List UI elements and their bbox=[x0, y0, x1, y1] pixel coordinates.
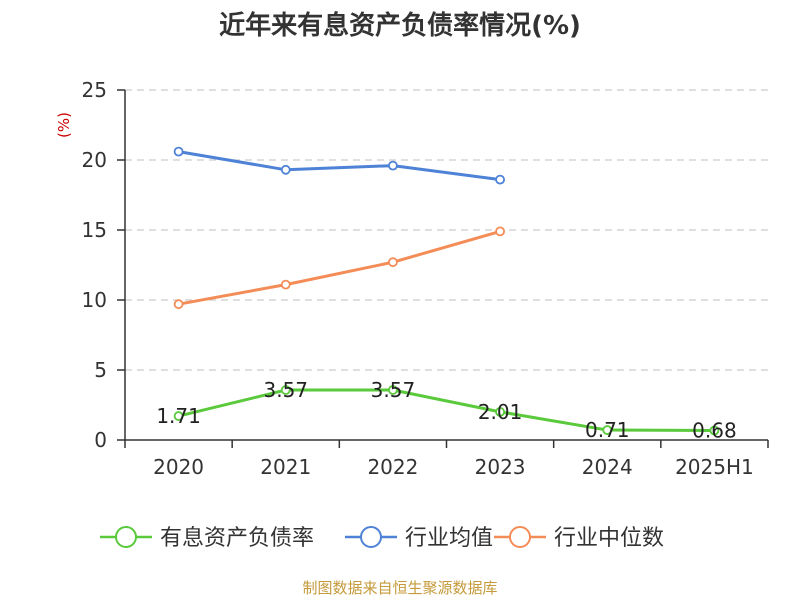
legend: 有息资产负债率 行业均值 行业中位数 bbox=[100, 526, 664, 551]
data-point bbox=[280, 164, 291, 175]
data-labels: 1.71 3.57 3.57 2.01 0.71 0.68 bbox=[156, 378, 736, 442]
source-note: 制图数据来自恒生聚源数据库 bbox=[302, 579, 497, 597]
grid-lines bbox=[125, 89, 768, 371]
x-tick-label: 2023 bbox=[475, 455, 526, 479]
legend-marker bbox=[115, 526, 137, 548]
legend-item: 有息资产负债率 bbox=[100, 526, 314, 551]
axes: 0 5 10 15 20 25 2020 2021 2022 2023 2024 2025H1 bbox=[82, 78, 769, 479]
x-tick-label: 2022 bbox=[367, 455, 418, 479]
series-lines bbox=[173, 146, 720, 436]
data-label: 2.01 bbox=[478, 400, 523, 424]
data-point bbox=[173, 411, 184, 421]
data-point bbox=[388, 257, 398, 268]
legend-marker bbox=[509, 526, 531, 548]
series-1 bbox=[173, 146, 505, 185]
data-point bbox=[388, 385, 398, 395]
y-tick-label: 20 bbox=[82, 148, 107, 172]
series-line bbox=[178, 150, 501, 182]
data-point bbox=[709, 425, 720, 436]
data-label: 3.57 bbox=[371, 378, 416, 402]
data-point bbox=[495, 226, 505, 237]
y-tick-label: 5 bbox=[94, 358, 107, 382]
series-0 bbox=[173, 385, 720, 436]
data-point bbox=[280, 279, 291, 290]
x-tick-label: 2024 bbox=[582, 455, 633, 479]
data-point bbox=[495, 406, 505, 417]
data-point bbox=[173, 299, 184, 310]
data-point bbox=[602, 425, 613, 435]
x-tick-label: 2020 bbox=[153, 455, 204, 479]
data-label: 3.57 bbox=[263, 378, 308, 402]
y-tick-label: 0 bbox=[94, 428, 107, 452]
data-point bbox=[388, 160, 398, 171]
y-axis-unit-label: (%) bbox=[55, 112, 73, 138]
data-point bbox=[495, 174, 505, 185]
y-tick-label: 15 bbox=[82, 218, 107, 242]
series-line bbox=[178, 388, 715, 432]
x-tick-label: 2021 bbox=[260, 455, 311, 479]
y-tick-label: 25 bbox=[82, 78, 107, 102]
data-label: 1.71 bbox=[156, 404, 201, 428]
legend-item: 行业中位数 bbox=[494, 526, 664, 551]
data-point bbox=[280, 385, 291, 395]
data-label: 0.71 bbox=[585, 418, 630, 442]
legend-item: 行业均值 bbox=[345, 526, 493, 551]
legend-label: 行业均值 bbox=[405, 526, 493, 551]
legend-marker bbox=[360, 526, 382, 548]
y-tick-label: 10 bbox=[82, 288, 107, 312]
series-2 bbox=[173, 226, 505, 310]
x-tick-label: 2025H1 bbox=[675, 455, 754, 479]
data-label: 0.68 bbox=[692, 418, 737, 442]
data-point bbox=[173, 146, 184, 157]
legend-label: 行业中位数 bbox=[554, 526, 664, 551]
legend-label: 有息资产负债率 bbox=[160, 526, 314, 551]
series-line bbox=[178, 229, 501, 306]
chart-title: 近年来有息资产负债率情况(%) bbox=[219, 10, 581, 41]
